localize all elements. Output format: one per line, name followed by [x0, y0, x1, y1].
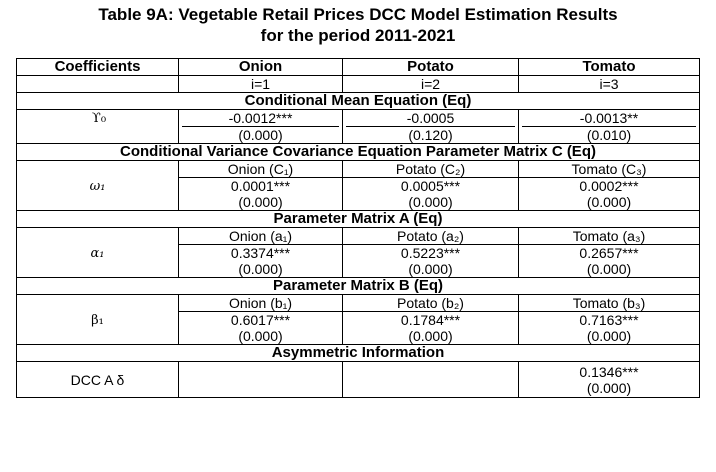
beta1-param-onion: Onion (b₁) — [178, 294, 343, 312]
results-table: Coefficients Onion Potato Tomato i=1 i=2… — [16, 58, 700, 398]
header-row: Coefficients Onion Potato Tomato — [16, 58, 700, 76]
section-row-variance: Conditional Variance Covariance Equation… — [16, 143, 700, 161]
gamma0-potato-value: -0.0005 — [346, 111, 515, 127]
gamma0-onion: -0.0012*** (0.000) — [178, 109, 343, 144]
section-matrix-b: Parameter Matrix B (Eq) — [16, 277, 700, 295]
dcc-row: DCC A δ 0.1346*** (0.000) — [16, 361, 700, 398]
index-tomato: i=3 — [518, 75, 700, 93]
alpha1-potato-value: 0.5223*** — [400, 245, 461, 262]
table-title: Table 9A: Vegetable Retail Prices DCC Mo… — [0, 4, 716, 46]
omega1-potato: 0.0005*** (0.000) — [342, 177, 519, 211]
dcc-onion-empty — [178, 361, 343, 398]
dcc-tomato: 0.1346*** (0.000) — [518, 361, 700, 398]
alpha1-value-row: 0.3374*** (0.000) 0.5223*** (0.000) 0.26… — [17, 244, 700, 278]
omega1-potato-value: 0.0005*** — [400, 178, 461, 195]
gamma0-label: ϒ₀ — [91, 110, 107, 126]
alpha1-onion: 0.3374*** (0.000) — [178, 244, 343, 278]
section-matrix-a: Parameter Matrix A (Eq) — [16, 210, 700, 228]
alpha1-potato-pvalue: (0.000) — [408, 261, 453, 277]
omega1-label: ω₁ — [16, 160, 179, 211]
alpha1-param-potato: Potato (a₂) — [342, 227, 519, 245]
gamma0-onion-pvalue: (0.000) — [238, 127, 283, 143]
section-asym: Asymmetric Information — [16, 344, 700, 362]
omega1-onion: 0.0001*** (0.000) — [178, 177, 343, 211]
header-coefficients: Coefficients — [16, 58, 179, 76]
omega1-param-tomato: Tomato (C₃) — [518, 160, 700, 178]
alpha1-param-onion: Onion (a₁) — [178, 227, 343, 245]
omega1-symbol: ω₁ — [89, 178, 106, 194]
index-row: i=1 i=2 i=3 — [16, 75, 700, 93]
header-onion: Onion — [178, 58, 343, 76]
omega1-param-row: ω₁ Onion (C₁) Potato (C₂) Tomato (C₃) — [16, 160, 700, 211]
gamma0-onion-value: -0.0012*** — [182, 111, 339, 127]
index-potato: i=2 — [342, 75, 519, 93]
index-onion: i=1 — [178, 75, 343, 93]
alpha1-param-row: α₁ Onion (a₁) Potato (a₂) Tomato (a₃) — [16, 227, 700, 278]
beta1-onion-pvalue: (0.000) — [238, 328, 283, 344]
gamma0-tomato-value: -0.0013** — [522, 111, 696, 127]
alpha1-symbol: α₁ — [90, 245, 105, 261]
beta1-potato: 0.1784*** (0.000) — [342, 311, 519, 345]
alpha1-param-tomato: Tomato (a₃) — [518, 227, 700, 245]
beta1-tomato: 0.7163*** (0.000) — [518, 311, 700, 345]
alpha1-label: α₁ — [16, 227, 179, 278]
beta1-param-potato: Potato (b₂) — [342, 294, 519, 312]
beta1-symbol: β₁ — [91, 312, 104, 328]
table-title-line2: for the period 2011-2021 — [260, 26, 456, 45]
beta1-potato-pvalue: (0.000) — [408, 328, 453, 344]
gamma0-potato-pvalue: (0.120) — [408, 127, 453, 143]
omega1-param-potato: Potato (C₂) — [342, 160, 519, 178]
gamma0-tomato-pvalue: (0.010) — [586, 127, 632, 143]
gamma0-tomato: -0.0013** (0.010) — [518, 109, 700, 144]
gamma0-row: ϒ₀ -0.0012*** (0.000) -0.0005 (0.120) -0… — [16, 109, 700, 144]
omega1-tomato-value: 0.0002*** — [579, 178, 639, 195]
omega1-tomato: 0.0002*** (0.000) — [518, 177, 700, 211]
beta1-param-row: β₁ Onion (b₁) Potato (b₂) Tomato (b₃) — [16, 294, 700, 345]
omega1-tomato-pvalue: (0.000) — [586, 194, 632, 210]
gamma0-potato: -0.0005 (0.120) — [342, 109, 519, 144]
gamma0-label-cell: ϒ₀ — [16, 109, 179, 144]
beta1-onion: 0.6017*** (0.000) — [178, 311, 343, 345]
header-potato: Potato — [342, 58, 519, 76]
header-tomato: Tomato — [518, 58, 700, 76]
section-row-matrix-a: Parameter Matrix A (Eq) — [16, 210, 700, 228]
section-row-mean: Conditional Mean Equation (Eq) — [16, 92, 700, 110]
omega1-potato-pvalue: (0.000) — [408, 194, 453, 210]
index-empty — [16, 75, 179, 93]
section-row-asym: Asymmetric Information — [16, 344, 700, 362]
beta1-param-tomato: Tomato (b₃) — [518, 294, 700, 312]
alpha1-tomato: 0.2657*** (0.000) — [518, 244, 700, 278]
dcc-tomato-value: 0.1346*** — [579, 363, 639, 380]
dcc-tomato-pvalue: (0.000) — [586, 379, 632, 396]
omega1-param-onion: Onion (C₁) — [178, 160, 343, 178]
omega1-onion-pvalue: (0.000) — [238, 194, 283, 210]
table-title-line1: Table 9A: Vegetable Retail Prices DCC Mo… — [98, 5, 618, 24]
dcc-potato-empty — [342, 361, 519, 398]
beta1-tomato-value: 0.7163*** — [579, 312, 639, 329]
section-row-matrix-b: Parameter Matrix B (Eq) — [16, 277, 700, 295]
omega1-value-row: 0.0001*** (0.000) 0.0005*** (0.000) 0.00… — [17, 177, 700, 211]
alpha1-onion-pvalue: (0.000) — [238, 261, 283, 277]
dcc-label: DCC A δ — [16, 361, 179, 398]
beta1-label: β₁ — [16, 294, 179, 345]
omega1-onion-value: 0.0001*** — [230, 178, 291, 195]
beta1-tomato-pvalue: (0.000) — [586, 328, 632, 344]
section-variance: Conditional Variance Covariance Equation… — [16, 143, 700, 161]
alpha1-onion-value: 0.3374*** — [230, 245, 291, 262]
section-mean: Conditional Mean Equation (Eq) — [16, 92, 700, 110]
beta1-potato-value: 0.1784*** — [400, 312, 461, 329]
alpha1-tomato-value: 0.2657*** — [579, 245, 639, 262]
beta1-onion-value: 0.6017*** — [230, 312, 291, 329]
alpha1-tomato-pvalue: (0.000) — [586, 261, 632, 277]
alpha1-potato: 0.5223*** (0.000) — [342, 244, 519, 278]
